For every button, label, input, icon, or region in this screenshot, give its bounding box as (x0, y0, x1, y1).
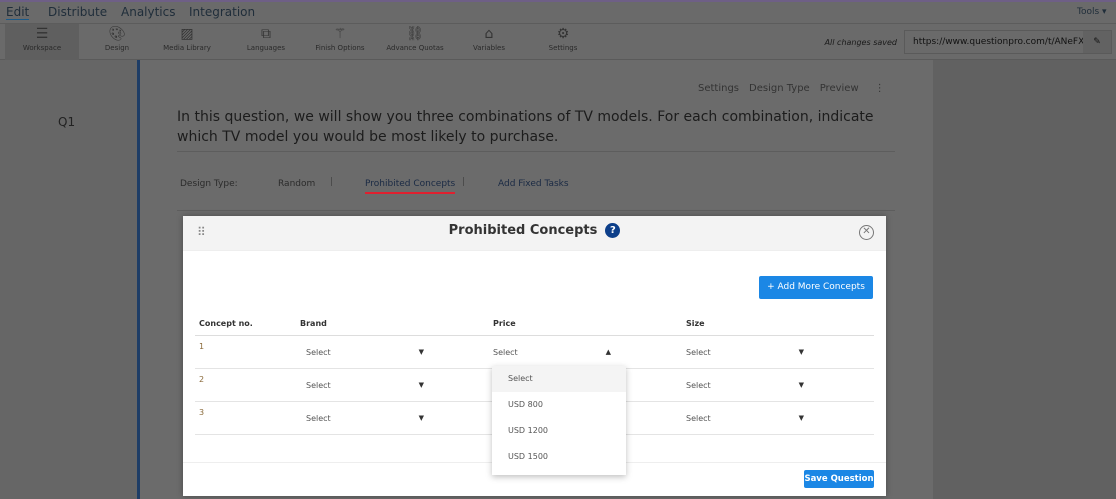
settings-link[interactable]: Settings (698, 83, 740, 94)
tab-separator: | (330, 177, 334, 187)
gear-icon: ⚙ (556, 26, 570, 42)
select-value: Select (306, 380, 331, 390)
concept-number: 2 (195, 368, 296, 402)
menu-distribute[interactable]: Distribute (48, 5, 108, 19)
survey-url: https://www.questionpro.com/t/ANeFXZ (913, 37, 1091, 47)
select-value: Select (686, 380, 711, 390)
tool-label: Variables (473, 44, 505, 52)
col-brand: Brand (296, 313, 489, 336)
question-number: Q1 (58, 115, 76, 129)
right-panel (933, 60, 1116, 499)
tab-add-fixed-tasks[interactable]: Add Fixed Tasks (498, 179, 569, 189)
brand-select[interactable]: Select ▼ (306, 348, 424, 357)
question-links: Settings Design Type Preview ⋮ (698, 83, 895, 94)
size-select[interactable]: Select ▼ (686, 348, 804, 357)
question-text[interactable]: In this question, we will show you three… (177, 109, 874, 145)
drag-handle-icon[interactable]: ⠿ (197, 225, 206, 239)
dropdown-option[interactable]: USD 1200 (508, 426, 548, 435)
caret-up-icon: ▲ (605, 347, 611, 356)
tab-prohibited-concepts[interactable]: Prohibited Concepts (365, 179, 456, 194)
select-value: Select (306, 347, 331, 357)
concept-number: 1 (195, 335, 296, 369)
dropdown-option[interactable]: Select (492, 366, 626, 392)
tool-languages[interactable]: ⧉ Languages (229, 24, 303, 60)
price-select[interactable]: Select ▲ (493, 348, 611, 357)
add-more-concepts-button[interactable]: + Add More Concepts (759, 276, 873, 299)
tool-label: Settings (548, 44, 578, 52)
tab-random[interactable]: Random (278, 179, 316, 189)
caret-down-icon: ▼ (418, 347, 424, 356)
tool-design[interactable]: 🎨︎ Design (80, 24, 154, 60)
modal-title: Prohibited Concepts (448, 223, 598, 238)
col-price: Price (489, 313, 682, 336)
caret-down-icon: ▼ (418, 380, 424, 389)
tag-icon: ⌂ (484, 26, 494, 42)
close-icon[interactable]: ✕ (859, 225, 874, 240)
tab-separator: | (462, 177, 466, 187)
save-status: All changes saved (824, 38, 897, 47)
design-type-link[interactable]: Design Type (749, 83, 810, 94)
menu-edit[interactable]: Edit (6, 5, 30, 20)
list-icon: ☰ (35, 26, 49, 42)
concept-number: 3 (195, 401, 296, 435)
caret-down-icon: ▼ (798, 347, 804, 356)
tools-menu[interactable]: Tools ▾ (1077, 7, 1107, 17)
select-value: Select (306, 413, 331, 423)
brand-select[interactable]: Select ▼ (306, 414, 424, 423)
help-icon[interactable]: ? (605, 223, 621, 238)
brand-select[interactable]: Select ▼ (306, 381, 424, 390)
price-dropdown-menu: Select USD 800 USD 1200 USD 1500 (492, 366, 626, 475)
palette-icon: 🎨︎ (108, 26, 126, 42)
tool-variables[interactable]: ⌂ Variables (452, 24, 526, 60)
modal-header: ⠿ Prohibited Concepts? ✕ (183, 216, 886, 251)
tool-label: Workspace (22, 44, 62, 52)
col-concept-no: Concept no. (195, 313, 296, 336)
caret-down-icon: ▼ (798, 413, 804, 422)
more-icon[interactable]: ⋮ (874, 83, 885, 94)
tool-label: Design (104, 44, 130, 52)
tool-label: Languages (246, 44, 286, 52)
magic-wand-icon: ⚚ (333, 26, 347, 42)
divider (177, 210, 895, 211)
tool-finish-options[interactable]: ⚚ Finish Options (303, 24, 377, 60)
size-select[interactable]: Select ▼ (686, 414, 804, 423)
divider (177, 151, 895, 152)
pencil-icon[interactable]: ✎ (1083, 31, 1111, 53)
col-size: Size (682, 313, 874, 336)
dropdown-option[interactable]: USD 1500 (508, 452, 548, 461)
design-type-label: Design Type: (180, 179, 238, 189)
tool-label: Finish Options (315, 44, 365, 52)
caret-down-icon: ▼ (418, 413, 424, 422)
table-row: 3 Select ▼ Select ▼ (195, 401, 874, 435)
dropdown-option[interactable]: USD 800 (508, 400, 543, 409)
tool-settings[interactable]: ⚙ Settings (526, 24, 600, 60)
size-select[interactable]: Select ▼ (686, 381, 804, 390)
tool-label: Media Library (163, 44, 211, 52)
menu-integration[interactable]: Integration (189, 5, 256, 19)
menu-analytics[interactable]: Analytics (121, 5, 176, 19)
tool-label: Advance Quotas (386, 44, 444, 52)
preview-link[interactable]: Preview (819, 83, 859, 94)
translate-icon: ⧉ (261, 26, 271, 42)
survey-url-field[interactable]: https://www.questionpro.com/t/ANeFXZ ✎ (904, 30, 1112, 54)
select-value: Select (686, 413, 711, 423)
caret-down-icon: ▼ (798, 380, 804, 389)
image-icon: ▨ (180, 26, 194, 42)
tool-workspace[interactable]: ☰ Workspace (5, 24, 79, 60)
menu-bar: Edit Distribute Analytics Integration To… (0, 0, 1116, 24)
select-value: Select (686, 347, 711, 357)
tool-media-library[interactable]: ▨ Media Library (150, 24, 224, 60)
table-row: 1 Select ▼ Select ▲ Select ▼ (195, 335, 874, 369)
select-value: Select (493, 347, 518, 357)
link-icon: ⛓ (406, 26, 424, 42)
save-question-button[interactable]: Save Question (804, 470, 874, 488)
tool-advance-quotas[interactable]: ⛓ Advance Quotas (378, 24, 452, 60)
